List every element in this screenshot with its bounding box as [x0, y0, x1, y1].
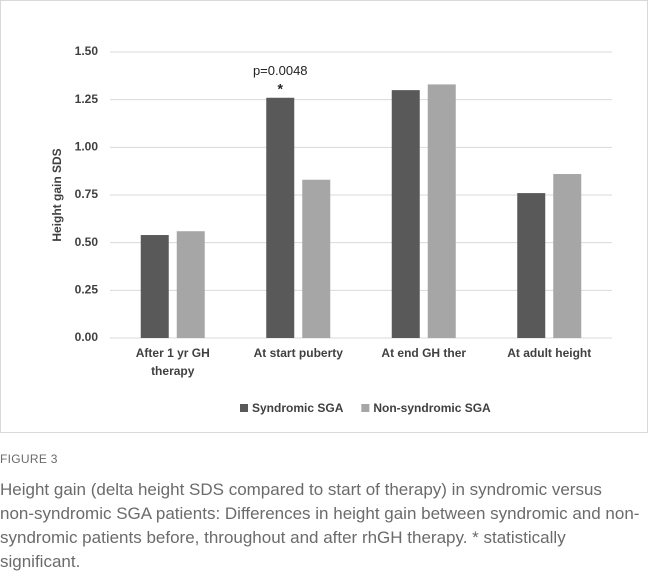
bar — [302, 179, 331, 338]
bar — [176, 231, 205, 338]
bar — [140, 235, 169, 338]
legend-label: Syndromic SGA — [252, 401, 344, 415]
y-axis-label: Height gain SDS — [50, 148, 64, 241]
y-tick-label: 0.00 — [75, 330, 99, 344]
x-tick-label: At adult height — [507, 346, 592, 360]
bar — [391, 90, 420, 338]
x-tick-label: After 1 yr GH therapy — [135, 346, 210, 378]
bar — [517, 193, 546, 338]
figure-label: FIGURE 3 — [0, 452, 58, 466]
x-tick-label: At start puberty — [253, 346, 343, 360]
y-tick-label: 1.00 — [75, 140, 99, 154]
x-tick-label: At end GH ther — [381, 346, 467, 360]
y-tick-label: 1.25 — [75, 92, 99, 106]
figure-caption: Height gain (delta height SDS compared t… — [0, 480, 640, 571]
y-tick-label: 0.50 — [75, 235, 99, 249]
legend-swatch — [240, 404, 248, 412]
y-tick-label: 0.75 — [75, 187, 99, 201]
y-tick-label: 1.50 — [75, 44, 99, 58]
legend-swatch — [361, 404, 370, 412]
bar — [427, 84, 456, 338]
y-tick-label: 0.25 — [75, 283, 99, 297]
legend-label: Non-syndromic SGA — [373, 401, 491, 415]
bar — [553, 174, 582, 338]
bar — [266, 97, 295, 338]
annotation: p=0.0048 — [253, 63, 308, 78]
chart: Height gain SDS 0.00 0.25 0.50 0.75 1.00 1.25… — [0, 0, 648, 433]
annotation: * — [278, 80, 284, 96]
